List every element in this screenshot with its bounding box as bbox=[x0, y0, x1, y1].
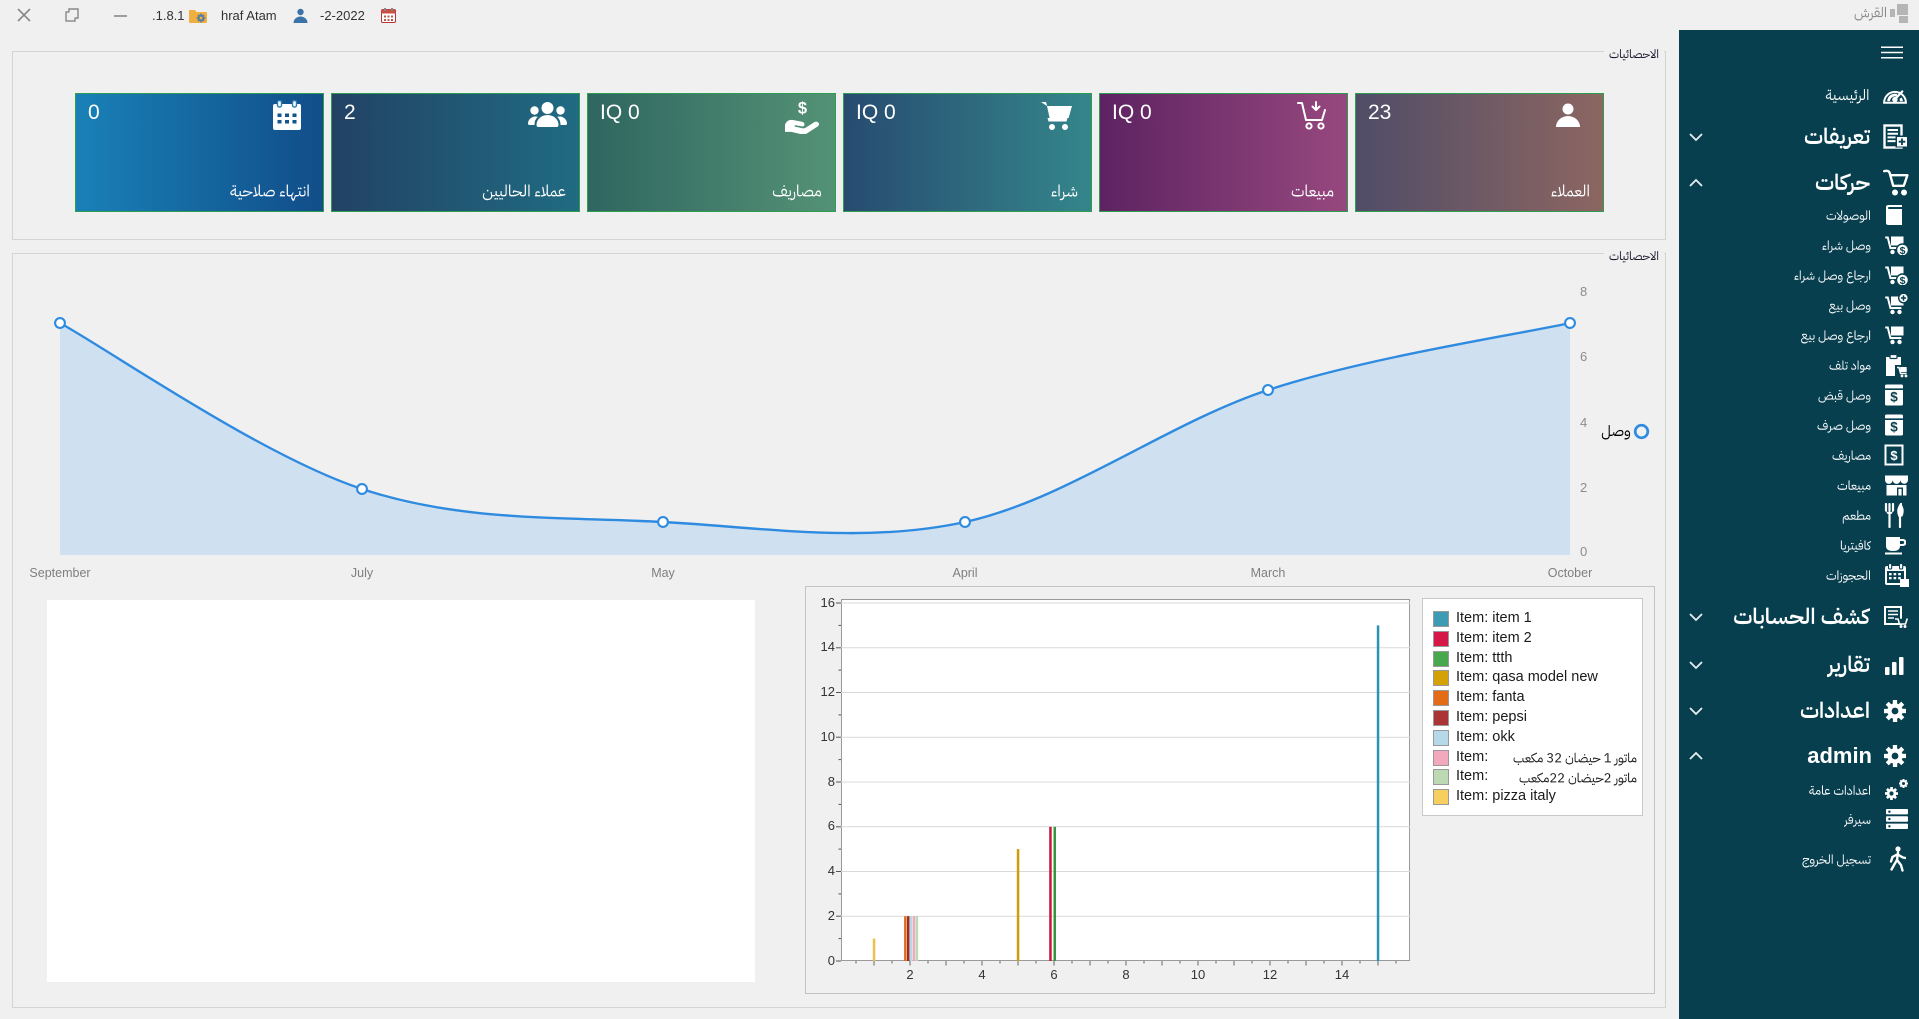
svg-text:$: $ bbox=[1890, 420, 1898, 435]
svg-text:$: $ bbox=[1890, 390, 1898, 405]
svg-text:$: $ bbox=[798, 100, 807, 118]
svg-text:$: $ bbox=[1900, 275, 1906, 285]
svg-text:$: $ bbox=[1900, 245, 1906, 255]
svg-text:$: $ bbox=[1890, 448, 1898, 463]
